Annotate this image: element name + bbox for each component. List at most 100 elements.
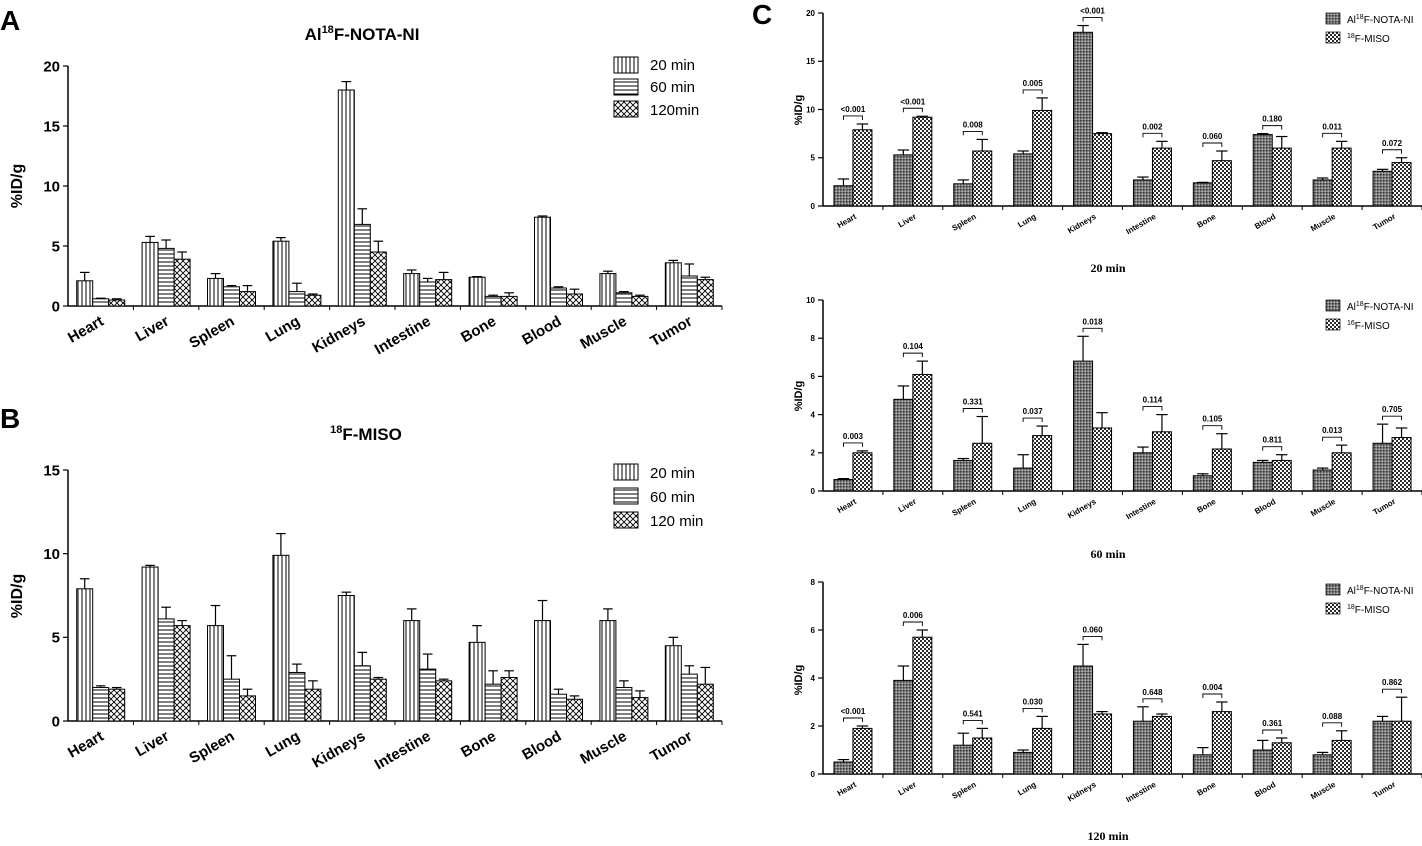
bar-muscle-0 bbox=[599, 273, 617, 307]
bar-lung-0 bbox=[272, 240, 290, 307]
bar-tumor-1 bbox=[1391, 437, 1412, 492]
bar-spleen-1 bbox=[223, 678, 240, 722]
x-category-label: Muscle bbox=[577, 728, 630, 768]
bar-muscle-0 bbox=[599, 620, 617, 722]
bar-tumor-2 bbox=[696, 683, 714, 722]
x-category-label: Heart bbox=[65, 728, 107, 762]
bar-kidneys-2 bbox=[369, 678, 387, 722]
bar-intestine-0 bbox=[1132, 720, 1153, 775]
x-category-label: Heart bbox=[836, 780, 859, 798]
legend-label: 120min bbox=[650, 102, 699, 119]
bar-blood-1 bbox=[550, 287, 567, 307]
p-value-label: 0.013 bbox=[1322, 426, 1343, 435]
bar-spleen-0 bbox=[207, 625, 224, 722]
y-tick-label: 5 bbox=[811, 154, 816, 163]
significance-bracket bbox=[843, 115, 863, 120]
p-value-label: 0.037 bbox=[1023, 407, 1044, 416]
bar-liver-0 bbox=[893, 679, 914, 775]
bar-kidneys-1 bbox=[353, 665, 371, 722]
p-value-label: 0.088 bbox=[1322, 712, 1343, 721]
legend-swatch-miso bbox=[1325, 31, 1341, 44]
x-category-label: Bone bbox=[1196, 497, 1218, 515]
x-category-label: Intestine bbox=[1124, 497, 1157, 522]
bar-heart-2 bbox=[108, 299, 126, 307]
bar-lung-1 bbox=[1032, 727, 1053, 775]
bar-heart-2 bbox=[108, 688, 126, 722]
x-category-label: Lung bbox=[263, 313, 303, 346]
bar-bone-0 bbox=[468, 641, 486, 722]
y-tick-label: 0 bbox=[52, 713, 60, 730]
chart-c3-plot: 0 2 4 6 8 <0.001 Heart 0.006 Liver 0.541 Spleen 0.0… bbox=[811, 578, 1422, 804]
y-tick-label: 15 bbox=[43, 462, 60, 479]
bar-heart-1 bbox=[852, 452, 873, 492]
x-category-label: Tumor bbox=[647, 728, 695, 766]
chart-c1-plot: 0 5 10 15 20 <0.001 Heart <0.001 Liver 0.008 Splee… bbox=[806, 7, 1422, 237]
bar-blood-1 bbox=[550, 693, 567, 722]
significance-bracket bbox=[902, 621, 923, 626]
bar-spleen-1 bbox=[972, 737, 993, 775]
p-value-label: 0.060 bbox=[1202, 132, 1223, 141]
significance-bracket bbox=[962, 719, 983, 725]
bar-heart-0 bbox=[833, 761, 854, 775]
significance-bracket bbox=[1142, 132, 1163, 138]
legend-swatch-20min bbox=[613, 463, 639, 481]
x-category-label: Tumor bbox=[1372, 780, 1398, 800]
legend-label: 60 min bbox=[650, 489, 695, 506]
significance-bracket bbox=[1262, 125, 1283, 130]
bar-liver-0 bbox=[141, 566, 159, 722]
bar-muscle-0 bbox=[1312, 469, 1333, 492]
significance-bracket bbox=[1022, 89, 1043, 94]
legend-label: 20 min bbox=[650, 57, 695, 74]
y-tick-label: 4 bbox=[811, 674, 816, 683]
x-category-label: Bone bbox=[1196, 780, 1218, 798]
p-value-label: 0.030 bbox=[1023, 697, 1044, 706]
bar-bone-2 bbox=[500, 295, 518, 307]
panel-b-title: 18F-MISO bbox=[330, 424, 402, 444]
bar-tumor-1 bbox=[1391, 720, 1412, 775]
bar-liver-1 bbox=[912, 636, 933, 775]
legend-label: 60 min bbox=[650, 79, 695, 96]
bar-lung-1 bbox=[288, 291, 306, 307]
bar-heart-1 bbox=[852, 129, 873, 207]
legend-label: 18F-MISO bbox=[1347, 33, 1390, 45]
x-category-label: Spleen bbox=[951, 497, 978, 518]
y-tick-label: 5 bbox=[52, 238, 60, 255]
bar-muscle-0 bbox=[1312, 754, 1333, 775]
bar-liver-0 bbox=[141, 241, 159, 307]
y-tick-label: 10 bbox=[806, 105, 815, 114]
bar-intestine-0 bbox=[403, 620, 421, 722]
y-tick-label: 8 bbox=[811, 334, 816, 343]
bar-muscle-1 bbox=[1331, 739, 1352, 775]
x-category-label: Intestine bbox=[1124, 212, 1157, 237]
bar-bone-0 bbox=[1192, 182, 1213, 207]
x-category-label: Kidneys bbox=[309, 313, 368, 357]
bar-kidneys-0 bbox=[1073, 31, 1094, 207]
bar-lung-0 bbox=[1013, 467, 1034, 492]
significance-bracket bbox=[1022, 417, 1043, 423]
bar-liver-1 bbox=[157, 247, 175, 307]
bar-bone-1 bbox=[1211, 711, 1232, 775]
bar-blood-1 bbox=[1271, 459, 1292, 492]
legend-swatch-nota bbox=[1325, 583, 1341, 596]
p-value-label: 0.331 bbox=[963, 398, 984, 407]
y-tick-label: 2 bbox=[811, 449, 816, 458]
y-tick-label: 0 bbox=[811, 202, 816, 211]
significance-bracket bbox=[1082, 17, 1103, 22]
x-category-label: Blood bbox=[519, 728, 564, 764]
bar-heart-1 bbox=[92, 687, 110, 722]
x-category-label: Lung bbox=[1016, 212, 1038, 230]
bar-spleen-0 bbox=[953, 459, 974, 492]
bar-kidneys-1 bbox=[353, 223, 371, 307]
significance-bracket bbox=[843, 442, 863, 447]
significance-bracket bbox=[1202, 693, 1223, 698]
significance-bracket bbox=[1082, 635, 1103, 641]
p-value-label: <0.001 bbox=[1080, 7, 1105, 16]
x-category-label: Bone bbox=[458, 728, 499, 761]
bar-intestine-1 bbox=[419, 281, 437, 307]
y-tick-label: 8 bbox=[811, 578, 816, 587]
x-category-label: Blood bbox=[519, 313, 564, 349]
p-value-label: 0.006 bbox=[903, 611, 924, 620]
significance-bracket bbox=[1322, 722, 1343, 727]
x-category-label: Tumor bbox=[1372, 212, 1398, 232]
